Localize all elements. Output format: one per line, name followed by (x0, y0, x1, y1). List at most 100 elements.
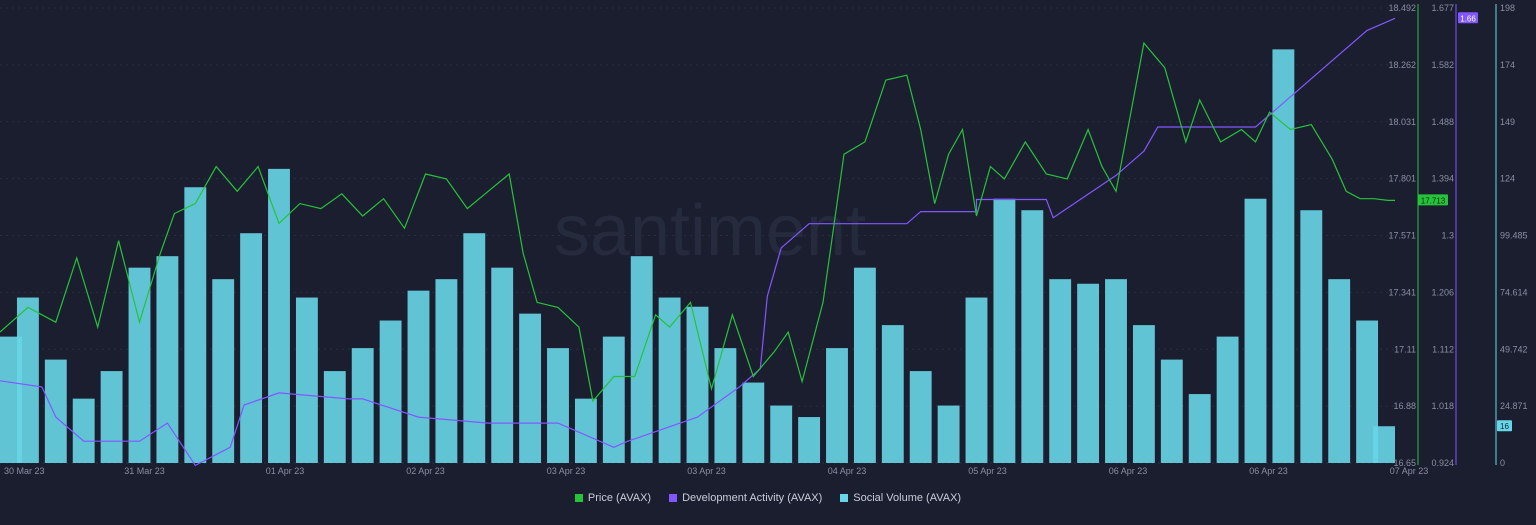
social-volume-bar (1188, 394, 1211, 463)
dev-activity-tick-label: 1.206 (1431, 287, 1454, 297)
price-tick-label: 18.031 (1388, 117, 1416, 127)
legend-swatch-price (574, 494, 583, 502)
social-volume-bar (1021, 210, 1044, 463)
legend-swatch-dev-activity (669, 494, 678, 502)
dev-activity-tick-label: 1.3 (1441, 231, 1454, 241)
social-volume-tick-label: 49.742 (1500, 344, 1528, 354)
social-volume-bar (658, 297, 681, 463)
dev-activity-tick-label: 1.112 (1432, 344, 1454, 354)
dev-activity-tick-label: 0.924 (1431, 458, 1454, 468)
social-volume-bar (184, 187, 207, 463)
social-volume-bar (714, 348, 737, 463)
social-volume-bar (909, 371, 932, 463)
social-volume-bar (44, 359, 67, 463)
price-tick-label: 16.88 (1393, 401, 1416, 411)
social-volume-tick-label: 149 (1500, 117, 1515, 127)
social-volume-bar (770, 405, 793, 463)
legend-item-price[interactable]: Price (AVAX) (574, 492, 652, 504)
social-volume-current-label: 16 (1500, 422, 1509, 431)
price-tick-label: 17.11 (1394, 344, 1416, 354)
social-volume-bar (379, 320, 402, 463)
price-tick-label: 18.492 (1388, 3, 1416, 13)
price-tick-label: 17.801 (1388, 174, 1416, 184)
social-volume-bar (742, 382, 765, 463)
legend-swatch-social-volume (840, 494, 849, 502)
social-volume-bar (1105, 279, 1127, 463)
axes: 18.492 18.262 18.031 17.801 17.571 17.341 17.1… (4, 3, 1528, 476)
dev-activity-current-badge (1458, 12, 1478, 24)
social-volume-bar (853, 267, 876, 463)
dev-activity-line (0, 17, 1396, 467)
social-volume-bar (993, 198, 1016, 463)
social-volume-tick-label: 24.871 (1500, 401, 1528, 411)
price-tick-label: 18.262 (1388, 60, 1416, 70)
x-tick-label: 05 Apr 23 (968, 466, 1007, 476)
legend-item-dev-activity[interactable]: Development Activity (AVAX) (669, 492, 822, 504)
social-volume-bar (826, 348, 848, 463)
legend-label-dev-activity: Development Activity (AVAX) (682, 492, 823, 504)
social-volume-bar (240, 233, 263, 463)
price-current-label: 17.713 (1421, 196, 1446, 205)
social-volume-bar (1328, 279, 1351, 463)
social-volume-bar (1077, 283, 1100, 463)
legend: Price (AVAX) Development Activity (AVAX)… (0, 492, 1536, 504)
social-volume-bar (1272, 49, 1295, 463)
social-volume-bar (128, 267, 151, 463)
social-volume-tick-label: 174 (1500, 60, 1515, 70)
social-volume-bar (798, 417, 821, 463)
social-volume-bar (602, 336, 625, 463)
social-volume-bars (0, 49, 1395, 463)
social-volume-bar (686, 306, 709, 463)
social-volume-current-badge (1497, 420, 1512, 432)
social-volume-bar (1216, 336, 1239, 463)
x-tick-label: 04 Apr 23 (828, 466, 867, 476)
price-tick-label: 17.571 (1388, 231, 1416, 241)
social-volume-bar (1300, 210, 1323, 463)
social-volume-bar (435, 279, 458, 463)
social-volume-bar (1049, 279, 1072, 463)
social-volume-tick-label: 74.614 (1500, 287, 1528, 297)
x-tick-label: 03 Apr 23 (687, 466, 726, 476)
dev-activity-tick-label: 1.394 (1431, 174, 1454, 184)
dev-activity-tick-label: 1.018 (1431, 401, 1454, 411)
social-volume-bar (295, 297, 318, 463)
x-tick-label: 03 Apr 23 (547, 466, 586, 476)
social-volume-bar (1132, 325, 1155, 463)
price-current-badge (1418, 194, 1448, 206)
social-volume-bar (1160, 359, 1183, 463)
x-tick-label: 01 Apr 23 (266, 466, 305, 476)
social-volume-bar (937, 405, 960, 463)
line-series (0, 17, 1396, 467)
social-volume-tick-label: 0 (1500, 458, 1505, 468)
social-volume-bar (1373, 426, 1395, 463)
social-volume-tick-label: 124 (1500, 174, 1515, 184)
price-line (0, 41, 1395, 403)
dev-activity-tick-label: 1.582 (1431, 60, 1454, 70)
social-volume-bar (212, 279, 235, 463)
social-volume-bar (463, 233, 486, 463)
social-volume-bar (1244, 198, 1267, 463)
x-tick-label: 06 Apr 23 (1109, 466, 1148, 476)
legend-label-price: Price (AVAX) (587, 492, 652, 504)
dev-activity-current-label: 1.66 (1460, 14, 1476, 23)
watermark: santiment (554, 191, 866, 271)
social-volume-bar (547, 348, 569, 463)
social-volume-bar (72, 398, 95, 463)
social-volume-bar (100, 371, 123, 463)
legend-item-social-volume[interactable]: Social Volume (AVAX) (840, 492, 961, 504)
price-tick-label: 16.65 (1393, 458, 1416, 468)
x-tick-label: 07 Apr 23 (1390, 466, 1429, 476)
social-volume-bar (491, 267, 514, 463)
social-volume-bar (0, 336, 22, 463)
social-volume-bar (630, 256, 653, 463)
social-volume-bar (16, 297, 39, 463)
social-volume-tick-label: 198 (1500, 3, 1515, 13)
dev-activity-tick-label: 1.677 (1431, 3, 1454, 13)
legend-label-social-volume: Social Volume (AVAX) (853, 492, 962, 504)
social-volume-bar (881, 325, 904, 463)
social-volume-bar (268, 168, 290, 463)
social-volume-bar (1356, 320, 1379, 463)
social-volume-bar (965, 297, 988, 463)
